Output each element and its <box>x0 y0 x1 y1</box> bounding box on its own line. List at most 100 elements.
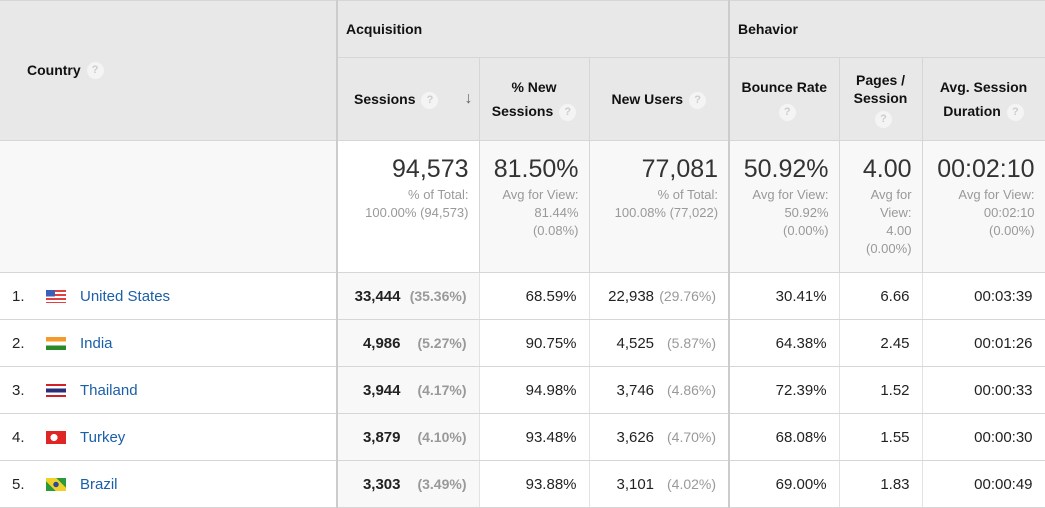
flag-icon-tr <box>46 431 66 445</box>
sessions-pct: (35.36%) <box>409 287 467 304</box>
caption: (0.00%) <box>783 223 829 238</box>
table-row: 4. Turkey 3,879 (4.10%) 93.48% 3,626 (4.70%… <box>0 413 1045 461</box>
caption: 4.00 <box>886 223 912 238</box>
new-users-pct: (5.87%) <box>667 334 717 351</box>
summary-new-users: 77,081 % of Total: 100.08% (77,022) <box>588 140 730 273</box>
bounce-cell: 69.00% <box>728 460 840 508</box>
help-icon[interactable]: ? <box>689 91 707 109</box>
pct-new-sessions-label: % New Sessions <box>491 79 557 119</box>
caption: (0.00%) <box>989 223 1035 238</box>
help-icon[interactable]: ? <box>86 62 104 80</box>
new-users-pct: (4.70%) <box>667 428 717 445</box>
value: 77,081 <box>641 155 719 183</box>
summary-pages: 4.00 Avg for View: 4.00 (0.00%) <box>838 140 923 273</box>
bounce-rate-header[interactable]: Bounce Rate? <box>728 57 840 141</box>
help-icon[interactable]: ? <box>1006 103 1024 121</box>
summary-label-cell <box>0 140 338 273</box>
summary-bounce: 50.92% Avg for View: 50.92% (0.00%) <box>728 140 840 273</box>
pages-session-header[interactable]: Pages / Session? <box>838 57 923 141</box>
rank: 2. <box>12 334 25 352</box>
sessions-header[interactable]: Sessions? ↓ <box>336 57 480 141</box>
country-cell: 5. Brazil <box>0 460 338 508</box>
pct-new-cell: 93.88% <box>479 460 590 508</box>
sessions-value: 3,879 <box>362 428 401 446</box>
caption: (0.08%) <box>532 223 579 238</box>
sessions-value: 3,944 <box>362 381 401 399</box>
rank: 5. <box>12 475 25 493</box>
new-users-header[interactable]: New Users? <box>588 57 730 141</box>
country-link[interactable]: Thailand <box>80 381 138 399</box>
sessions-cell: 33,444 (35.36%) <box>336 272 480 320</box>
pages-session-label: Pages / Session <box>853 71 908 106</box>
country-link[interactable]: India <box>80 334 113 352</box>
pages-cell: 1.52 <box>839 366 923 414</box>
sessions-value: 3,303 <box>362 475 401 493</box>
sessions-cell: 3,303 (3.49%) <box>336 460 480 508</box>
pages-cell: 1.83 <box>839 460 923 508</box>
new-users-cell: 22,938 (29.76%) <box>589 272 730 320</box>
value: 81.50% <box>493 155 579 183</box>
sessions-value: 33,444 <box>354 287 401 305</box>
country-link[interactable]: Turkey <box>80 428 126 446</box>
bounce-cell: 30.41% <box>728 272 840 320</box>
table-row: 3. Thailand 3,944 (4.17%) 94.98% 3,746 (4.8… <box>0 366 1045 414</box>
caption: Avg for View: <box>752 187 829 202</box>
duration-cell: 00:01:26 <box>922 319 1045 367</box>
duration-cell: 00:00:33 <box>922 366 1045 414</box>
new-users-value: 3,746 <box>616 381 655 399</box>
new-users-value: 3,101 <box>616 475 655 493</box>
pct-new-cell: 68.59% <box>479 272 590 320</box>
value: 50.92% <box>743 155 829 183</box>
behavior-group-header: Behavior <box>728 0 1045 58</box>
help-icon[interactable]: ? <box>778 103 796 121</box>
country-link[interactable]: United States <box>80 287 171 305</box>
avg-session-duration-label: Avg. Session Duration <box>939 79 1028 119</box>
caption: 50.92% <box>784 205 829 220</box>
flag-icon-th <box>46 384 66 398</box>
caption: 81.44% <box>534 205 579 220</box>
value: 4.00 <box>862 155 912 183</box>
help-icon[interactable]: ? <box>559 103 577 121</box>
pages-cell: 6.66 <box>839 272 923 320</box>
new-users-value: 22,938 <box>608 287 655 305</box>
new-users-label: New Users <box>611 91 684 107</box>
country-link[interactable]: Brazil <box>80 475 118 493</box>
new-users-pct: (4.02%) <box>667 475 717 492</box>
flag-icon-in <box>46 337 66 351</box>
sessions-pct: (5.27%) <box>417 334 467 351</box>
country-header[interactable]: Country? <box>0 0 338 141</box>
help-icon[interactable]: ? <box>421 91 439 109</box>
table-row: 1. United States 33,444 (35.36%) 68.59% 22… <box>0 272 1045 320</box>
caption: 100.00% (94,573) <box>365 205 469 220</box>
sessions-cell: 3,879 (4.10%) <box>336 413 480 461</box>
country-cell: 3. Thailand <box>0 366 338 414</box>
sessions-value: 4,986 <box>362 334 401 352</box>
new-users-value: 4,525 <box>616 334 655 352</box>
pct-new-sessions-header[interactable]: % New Sessions? <box>478 57 590 141</box>
flag-icon-br <box>46 478 66 492</box>
pct-new-cell: 93.48% <box>479 413 590 461</box>
caption: Avg for View: <box>502 187 579 202</box>
caption: (0.00%) <box>866 241 912 256</box>
caption: Avg for <box>870 187 912 202</box>
value: 00:02:10 <box>937 155 1035 183</box>
avg-session-duration-header[interactable]: Avg. Session Duration? <box>921 57 1045 141</box>
new-users-cell: 4,525 (5.87%) <box>589 319 730 367</box>
sessions-pct: (4.17%) <box>417 381 467 398</box>
pct-new-cell: 94.98% <box>479 366 590 414</box>
country-label: Country <box>27 61 81 78</box>
duration-cell: 00:00:49 <box>922 460 1045 508</box>
value: 94,573 <box>392 155 469 183</box>
sessions-cell: 3,944 (4.17%) <box>336 366 480 414</box>
pages-cell: 2.45 <box>839 319 923 367</box>
caption: % of Total: <box>657 187 719 202</box>
help-icon[interactable]: ? <box>875 110 893 128</box>
sort-desc-icon[interactable]: ↓ <box>464 90 473 107</box>
bounce-rate-label: Bounce Rate <box>741 79 828 95</box>
country-cell: 1. United States <box>0 272 338 320</box>
sessions-label: Sessions <box>354 91 416 107</box>
summary-sessions: 94,573 % of Total: 100.00% (94,573) <box>336 140 480 273</box>
sessions-pct: (4.10%) <box>417 428 467 445</box>
sessions-cell: 4,986 (5.27%) <box>336 319 480 367</box>
